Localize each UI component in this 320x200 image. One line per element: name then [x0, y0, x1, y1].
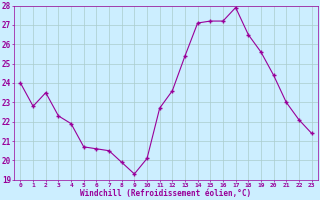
X-axis label: Windchill (Refroidissement éolien,°C): Windchill (Refroidissement éolien,°C)	[80, 189, 252, 198]
